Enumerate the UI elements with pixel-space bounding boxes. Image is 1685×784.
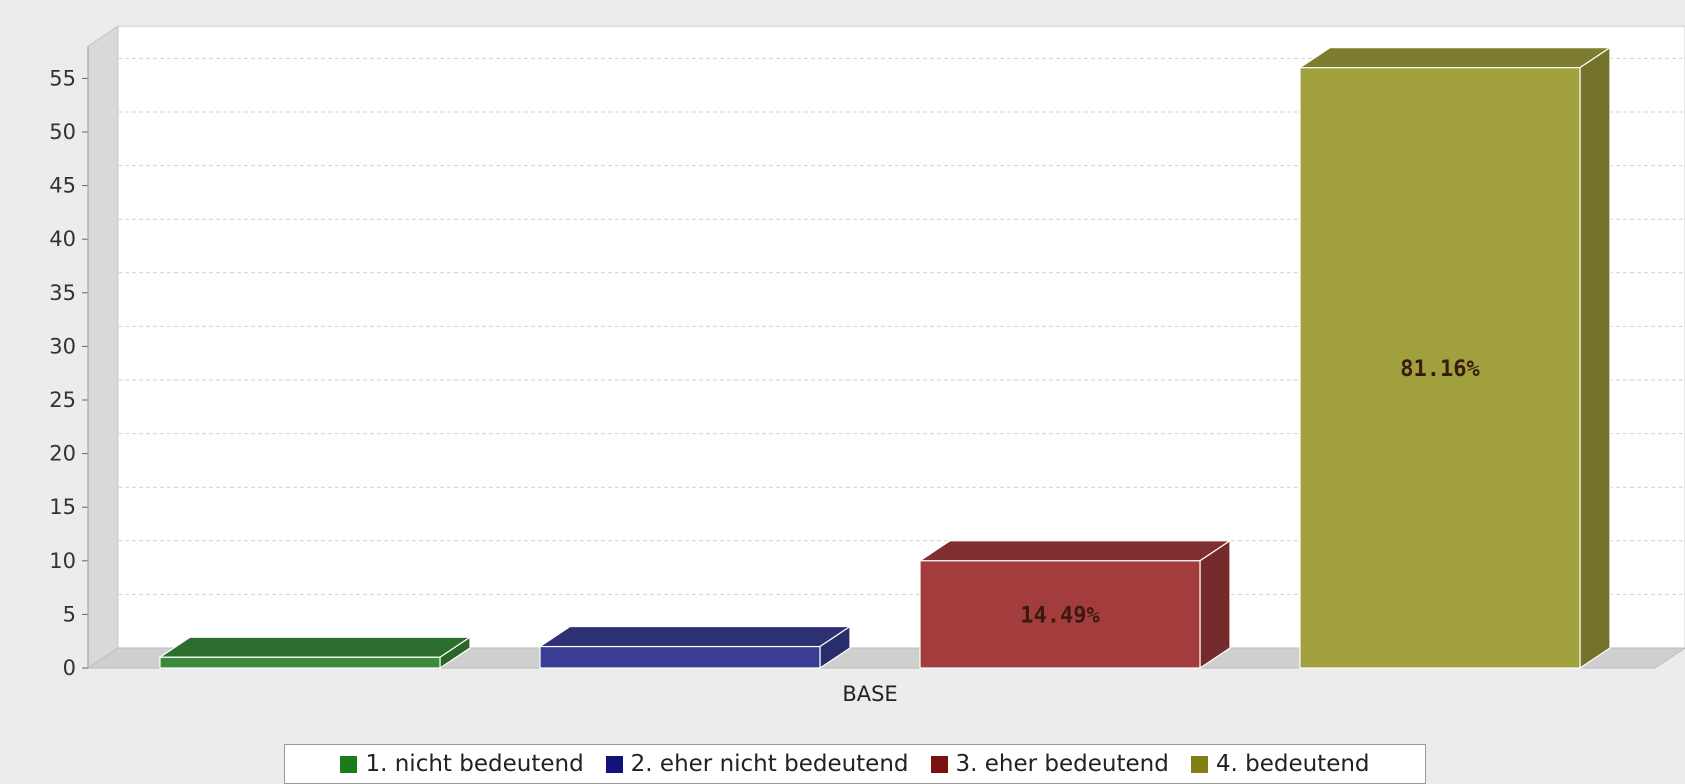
bar-top-face [1298, 47, 1612, 69]
legend-swatch-icon [605, 755, 623, 773]
y-tick-label: 35 [49, 281, 76, 305]
bar-top-face [158, 636, 472, 658]
bar-value-label: 14.49% [1020, 603, 1100, 628]
plot-side-wall [87, 25, 119, 669]
y-tick-label: 40 [49, 227, 76, 251]
legend-label: 1. nicht bedeutend [365, 751, 584, 777]
bar [539, 645, 821, 669]
legend-swatch-icon [340, 755, 358, 773]
bar-top-face [918, 540, 1232, 562]
bar [919, 560, 1201, 669]
bar-side-face [1199, 539, 1231, 670]
y-tick-label: 15 [49, 495, 76, 519]
legend-item-series-1: 1. nicht bedeutend [340, 751, 584, 777]
legend: 1. nicht bedeutend 2. eher nicht bedeute… [284, 744, 1426, 784]
bar-side-face [1579, 46, 1611, 670]
y-tick-label: 55 [49, 66, 76, 90]
legend-item-series-2: 2. eher nicht bedeutend [605, 751, 909, 777]
legend-item-series-3: 3. eher bedeutend [930, 751, 1169, 777]
y-tick-label: 20 [49, 442, 76, 466]
y-tick-label: 45 [49, 174, 76, 198]
y-tick-label: 25 [49, 388, 76, 412]
legend-label: 4. bedeutend [1215, 751, 1370, 777]
bar [1299, 67, 1581, 669]
bar [159, 656, 441, 669]
bar-value-label: 81.16% [1400, 357, 1480, 382]
legend-swatch-icon [930, 755, 948, 773]
y-tick-label: 5 [63, 602, 76, 626]
y-tick-label: 0 [63, 656, 76, 680]
legend-item-series-4: 4. bedeutend [1190, 751, 1370, 777]
y-tick-label: 10 [49, 549, 76, 573]
x-category-label: BASE [842, 682, 897, 706]
y-tick-label: 30 [49, 334, 76, 358]
legend-label: 3. eher bedeutend [955, 751, 1169, 777]
legend-label: 2. eher nicht bedeutend [630, 751, 909, 777]
bar-top-face [538, 625, 852, 648]
legend-swatch-icon [1190, 755, 1208, 773]
y-tick-label: 50 [49, 120, 76, 144]
